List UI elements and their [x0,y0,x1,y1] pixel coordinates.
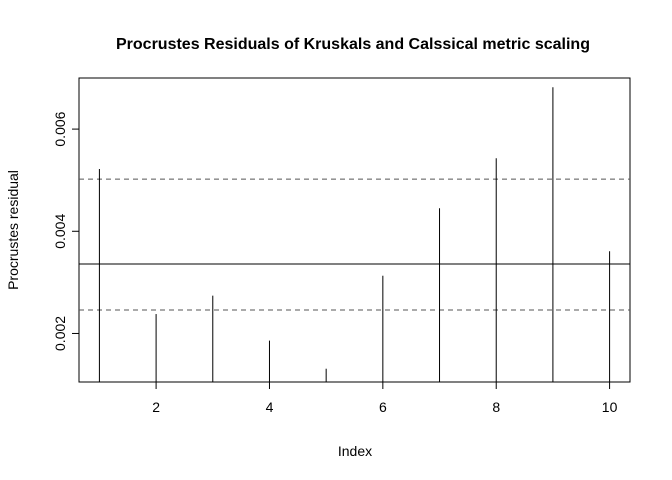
y-axis-label: Procrustes residual [5,170,21,290]
x-axis-label: Index [338,443,372,459]
y-tick-label: 0.004 [52,214,68,249]
x-tick-label: 10 [602,399,618,415]
x-tick-label: 2 [152,399,160,415]
plot-area [78,77,631,383]
x-axis: 2 4 6 8 10 [152,382,618,415]
chart-title: Procrustes Residuals of Kruskals and Cal… [116,36,590,53]
x-tick-label: 4 [266,399,274,415]
y-axis: 0.002 0.004 0.006 [52,111,79,351]
y-tick-label: 0.002 [52,316,68,351]
y-tick-label: 0.006 [52,111,68,146]
plot-frame [78,77,631,383]
x-tick-label: 6 [379,399,387,415]
x-tick-label: 8 [492,399,500,415]
